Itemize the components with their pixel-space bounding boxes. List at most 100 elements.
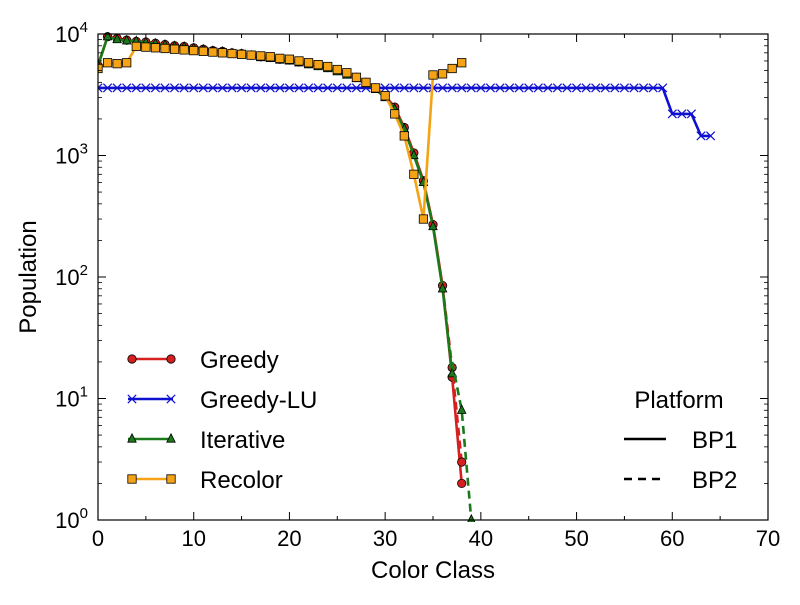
data-point-greedy-lu-9 bbox=[179, 83, 189, 93]
y-tick-base-1: 10 bbox=[55, 387, 79, 412]
y-tick-base-2: 10 bbox=[55, 265, 79, 290]
x-tick-label-6: 60 bbox=[660, 526, 684, 551]
data-point-recolor-25 bbox=[332, 64, 342, 75]
x-tick-label-7: 70 bbox=[756, 526, 780, 551]
data-point-recolor-29 bbox=[370, 83, 381, 93]
data-point-greedy-lu-41 bbox=[485, 83, 496, 93]
data-point-greedy-lu-30 bbox=[380, 83, 390, 93]
data-point-greedy-lu-60 bbox=[667, 109, 677, 119]
data-point-recolor-20 bbox=[284, 54, 295, 64]
data-point-greedy-lu-48 bbox=[552, 83, 563, 93]
data-point-greedy-lu-31-stroke-b bbox=[390, 83, 400, 93]
y-tick-exp-3: 3 bbox=[80, 141, 88, 158]
data-point-recolor-30 bbox=[380, 91, 390, 101]
data-point-greedy-lu-12-stroke-b bbox=[208, 83, 218, 93]
x-tick-label-4: 40 bbox=[469, 526, 493, 551]
data-point-greedy-lu-54 bbox=[610, 83, 620, 93]
data-point-iterative-2 bbox=[112, 33, 122, 44]
data-point-iterative-bp2-1 bbox=[456, 404, 467, 414]
data-point-recolor-1 bbox=[102, 58, 113, 68]
data-point-recolor-22 bbox=[303, 58, 314, 68]
legend: Greedy Greedy-LU Iterative Recolor bbox=[127, 347, 317, 494]
data-point-greedy-lu-47-stroke-b bbox=[543, 83, 553, 93]
data-point-greedy-lu-18 bbox=[265, 83, 275, 93]
data-point-greedy-lu-4-stroke-b bbox=[131, 83, 141, 93]
data-point-greedy-lu-52-stroke-b bbox=[591, 83, 601, 93]
data-point-recolor-21 bbox=[294, 56, 304, 66]
legend-label-greedy: Greedy bbox=[200, 347, 279, 374]
legend-label-recolor: Recolor bbox=[200, 467, 283, 494]
legend-marker-greedy-lu-a-stroke-b bbox=[127, 394, 137, 404]
series-line-greedy-bp1 bbox=[98, 35, 464, 484]
data-point-recolor-36 bbox=[437, 69, 448, 79]
data-point-greedy-lu-0-stroke-b bbox=[98, 83, 103, 89]
legend-marker-greedy-a bbox=[127, 354, 137, 364]
y-tick-label-2: 102 bbox=[55, 262, 88, 290]
data-point-greedy-lu-56-stroke-b bbox=[629, 83, 639, 93]
data-point-greedy-lu-22 bbox=[303, 83, 314, 93]
series-line-iterative-bp2 bbox=[450, 361, 473, 521]
data-point-greedy-lu-59-stroke-b bbox=[658, 83, 668, 93]
data-point-recolor-5 bbox=[141, 42, 151, 52]
data-point-greedy-lu-55 bbox=[619, 83, 630, 93]
data-point-greedy-lu-54-stroke-b bbox=[610, 83, 620, 93]
data-point-greedy-lu-52 bbox=[591, 83, 601, 93]
data-point-greedy-lu-0 bbox=[98, 83, 103, 93]
data-point-greedy-lu-57 bbox=[638, 83, 649, 93]
y-tick-exp-2: 2 bbox=[80, 262, 88, 279]
data-point-greedy-lu-24-stroke-b bbox=[323, 83, 333, 93]
data-point-greedy-lu-43-stroke-b bbox=[504, 83, 515, 93]
data-point-greedy-lu-19 bbox=[275, 83, 285, 93]
y-tick-label-0: 100 bbox=[55, 505, 88, 533]
data-point-greedy-lu-14-stroke-b bbox=[227, 83, 237, 93]
data-point-greedy-lu-23-stroke-b bbox=[313, 83, 323, 93]
data-point-greedy-lu-37 bbox=[447, 83, 457, 93]
legend-marker-recolor-a bbox=[127, 474, 137, 484]
data-point-recolor-33 bbox=[409, 169, 419, 179]
data-point-recolor-35 bbox=[428, 70, 438, 80]
x-axis-title: Color Class bbox=[371, 557, 495, 584]
data-point-greedy-lu-21-stroke-b bbox=[294, 83, 304, 93]
data-point-greedy-lu-41-stroke-b bbox=[485, 83, 496, 93]
data-point-recolor-15 bbox=[236, 49, 247, 59]
data-point-greedy-lu-64 bbox=[705, 131, 716, 141]
legend-marker-recolor-b bbox=[166, 474, 176, 484]
y-tick-exp-0: 0 bbox=[80, 505, 88, 522]
data-point-greedy-lu-42-stroke-b bbox=[495, 83, 505, 93]
data-point-recolor-10 bbox=[189, 46, 199, 56]
data-point-greedy-lu-53-stroke-b bbox=[600, 83, 610, 93]
platform-legend-title: Platform bbox=[634, 387, 723, 414]
data-point-greedy-lu-61-stroke-b bbox=[677, 109, 687, 119]
x-tick-label-0: 0 bbox=[92, 526, 104, 551]
data-point-recolor-4 bbox=[131, 41, 141, 52]
legend-marker-iterative-b bbox=[166, 432, 176, 443]
data-point-greedy-lu-11-stroke-b bbox=[198, 83, 208, 93]
data-point-greedy-lu-5 bbox=[141, 83, 151, 93]
data-point-greedy-lu-58 bbox=[648, 83, 658, 93]
data-point-iterative-35 bbox=[428, 220, 438, 231]
data-point-recolor-26 bbox=[342, 68, 352, 78]
data-point-greedy-lu-34-stroke-b bbox=[418, 83, 429, 93]
data-point-greedy-lu-15 bbox=[236, 83, 247, 93]
data-point-greedy-lu-49 bbox=[562, 83, 572, 93]
data-point-recolor-11 bbox=[198, 46, 208, 56]
data-point-greedy-lu-7-stroke-b bbox=[160, 83, 170, 93]
data-point-greedy-lu-60-stroke-b bbox=[667, 109, 677, 119]
legend-marker-greedy-lu-b-stroke-b bbox=[166, 394, 176, 404]
data-point-greedy-lu-15-stroke-b bbox=[236, 83, 247, 93]
data-point-greedy-lu-51 bbox=[581, 83, 591, 93]
data-point-iterative-bp2-2 bbox=[467, 513, 476, 522]
data-point-recolor-32 bbox=[399, 131, 409, 141]
data-point-iterative-3 bbox=[121, 34, 132, 45]
series-group bbox=[98, 32, 716, 522]
data-point-greedy-lu-23 bbox=[313, 83, 323, 93]
data-point-greedy-lu-17-stroke-b bbox=[256, 83, 266, 93]
data-point-greedy-lu-63 bbox=[696, 131, 706, 141]
data-point-recolor-37 bbox=[447, 63, 457, 74]
data-point-greedy-lu-4 bbox=[131, 83, 141, 93]
data-point-greedy-lu-36-stroke-b bbox=[437, 83, 448, 93]
data-point-greedy-lu-30-stroke-b bbox=[380, 83, 390, 93]
platform-legend-label-bp2: BP2 bbox=[692, 467, 737, 494]
